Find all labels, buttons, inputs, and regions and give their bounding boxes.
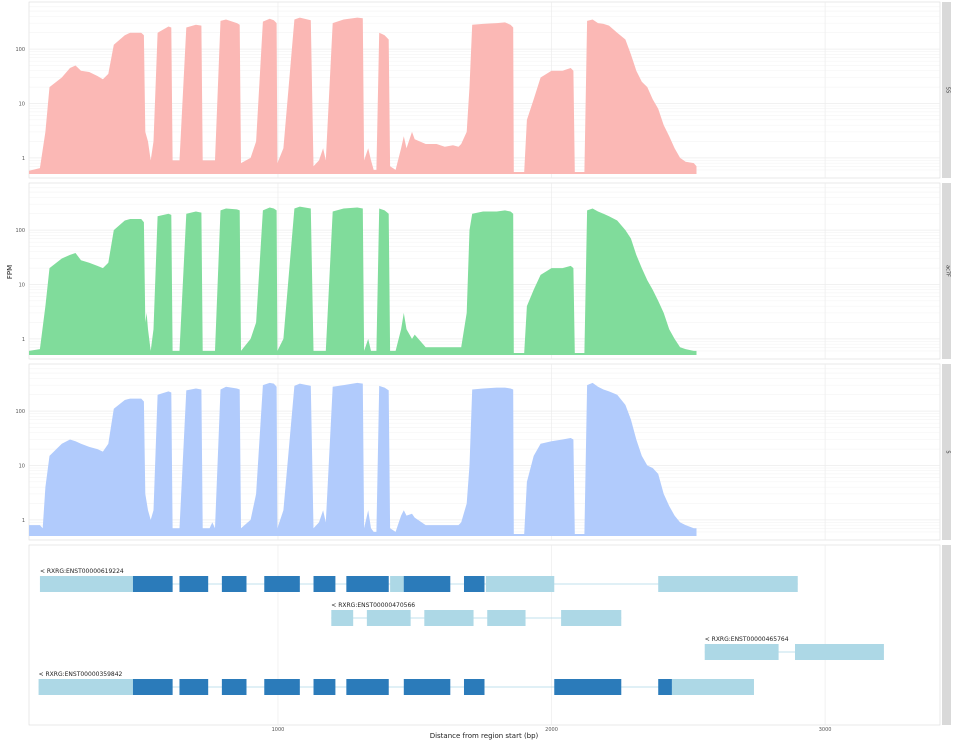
strip-background xyxy=(942,183,951,359)
gene-panel xyxy=(28,544,941,726)
transcript-label: < RXRG:ENST00000359842 xyxy=(39,671,123,678)
y-tick-label: 100 xyxy=(15,409,25,415)
y-tick-label: 10 xyxy=(19,101,25,107)
coverage-area-1 xyxy=(29,17,697,174)
cds-exon xyxy=(403,576,451,592)
y-tick-label: 1 xyxy=(22,337,25,343)
y-tick-label: 100 xyxy=(15,228,25,234)
cds-exon xyxy=(346,576,389,592)
cds-exon xyxy=(132,679,173,695)
utr-exon xyxy=(704,644,779,660)
cds-exon xyxy=(346,679,389,695)
strip-label: ac7F xyxy=(945,265,951,277)
transcript-label: < RXRG:ENST00000465764 xyxy=(705,636,789,643)
utr-exon xyxy=(485,576,555,592)
utr-exon xyxy=(561,610,622,626)
transcript-label: < RXRG:ENST00000470566 xyxy=(331,602,415,609)
strip-label: 5S xyxy=(945,87,951,93)
cds-exon xyxy=(313,679,336,695)
cds-exon xyxy=(179,679,209,695)
y-tick-label: 1 xyxy=(22,156,25,162)
cds-exon xyxy=(313,576,336,592)
cds-exon xyxy=(403,679,451,695)
utr-exon xyxy=(331,610,354,626)
utr-exon xyxy=(658,576,798,592)
x-tick-label: 2000 xyxy=(545,727,558,733)
transcript-label: < RXRG:ENST00000619224 xyxy=(40,568,124,575)
cds-exon xyxy=(221,679,247,695)
x-tick-label: 1000 xyxy=(272,727,285,733)
cds-exon xyxy=(463,679,485,695)
strip-background xyxy=(942,545,951,725)
y-tick-label: 10 xyxy=(19,463,25,469)
coverage-area-2 xyxy=(29,206,697,355)
y-tick-label: 100 xyxy=(15,47,25,53)
utr-exon xyxy=(671,679,754,695)
x-tick-label: 3000 xyxy=(819,727,832,733)
cds-exon xyxy=(264,576,300,592)
utr-exon xyxy=(366,610,411,626)
y-tick-label: 10 xyxy=(19,282,25,288)
y-tick-label: 1 xyxy=(22,518,25,524)
utr-exon xyxy=(487,610,526,626)
cds-exon xyxy=(132,576,173,592)
strip-background xyxy=(942,2,951,178)
x-axis-label: Distance from region start (bp) xyxy=(430,732,539,740)
utr-exon xyxy=(39,576,133,592)
utr-exon xyxy=(424,610,474,626)
cds-exon xyxy=(658,679,672,695)
cds-exon xyxy=(264,679,300,695)
utr-exon xyxy=(38,679,133,695)
marks-layer: < RXRG:ENST00000619224 < RXRG:ENST0000047… xyxy=(29,17,884,695)
strip-background xyxy=(942,364,951,540)
y-axis-label: FPM xyxy=(6,265,14,279)
strip-label: S xyxy=(945,450,951,453)
cds-exon xyxy=(179,576,209,592)
cds-exon xyxy=(463,576,485,592)
coverage-area-3 xyxy=(29,382,697,536)
cds-exon xyxy=(554,679,622,695)
cds-exon xyxy=(221,576,247,592)
utr-exon xyxy=(795,644,884,660)
